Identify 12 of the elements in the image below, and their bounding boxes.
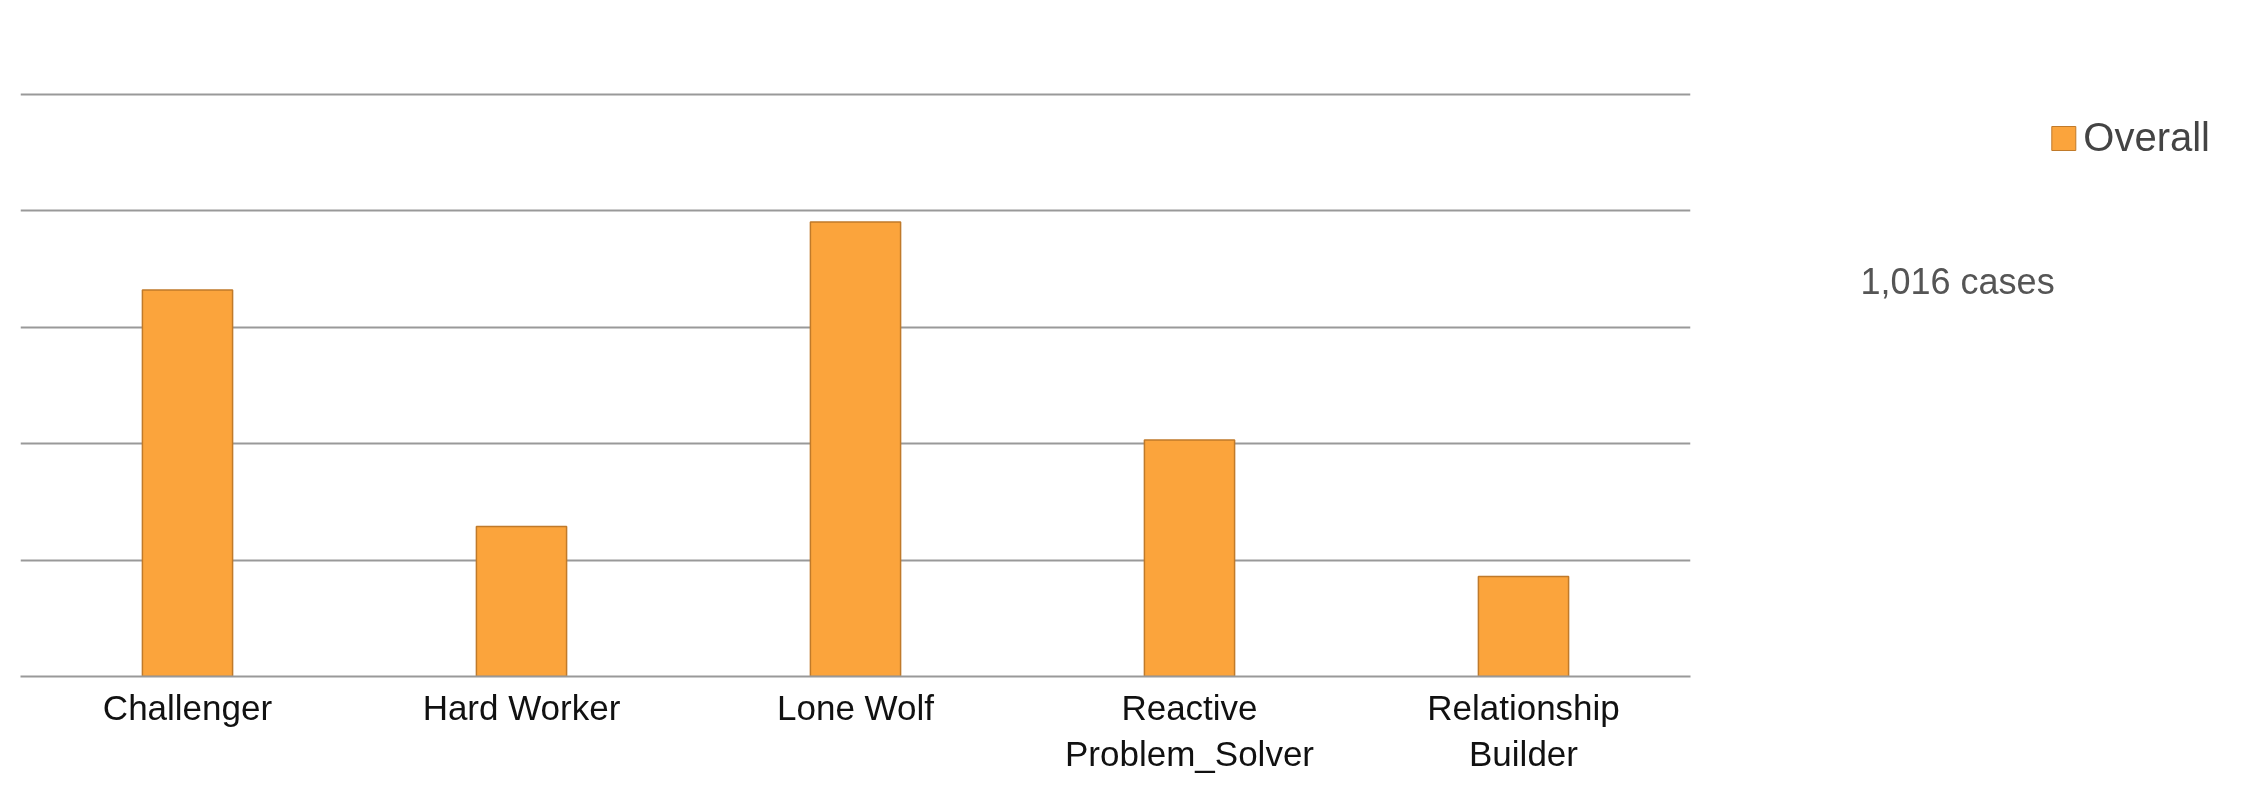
legend-label: Overall xyxy=(2083,115,2210,160)
x-tick-label: Lone Wolf xyxy=(777,687,935,727)
text: 1,016 cases xyxy=(1860,260,2055,302)
x-tick-label: Relationship Builder xyxy=(1427,687,1620,774)
bar xyxy=(1477,575,1570,677)
x-tick-label: Hard Worker xyxy=(422,687,621,727)
bar xyxy=(1143,439,1236,677)
x-tick-label: Reactive Problem_Solver xyxy=(1065,687,1315,774)
x-tick-label: Challenger xyxy=(102,687,273,727)
bar xyxy=(141,289,234,677)
bar xyxy=(475,525,568,677)
bar xyxy=(809,221,902,677)
